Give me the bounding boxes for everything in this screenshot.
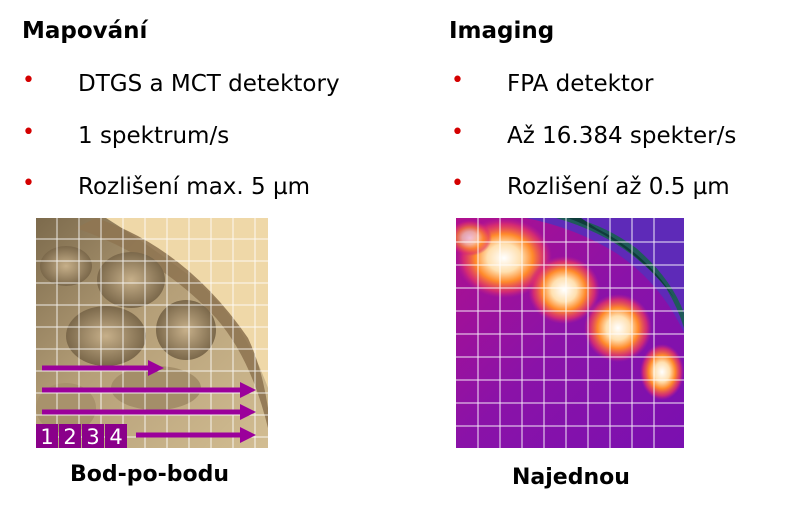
mapping-caption: Bod-po-bodu [70,462,230,487]
bullet-dot-icon: • [22,171,35,196]
imaging-grid [456,218,684,448]
point-number-4: 4 [109,425,122,448]
bullet-text: Až 16.384 spekter/s [507,123,737,149]
scan-arrows [42,360,256,443]
imaging-caption: Najednou [512,465,630,490]
bullet-text: FPA detektor [507,71,654,97]
point-number-1: 1 [40,425,53,448]
point-number-2: 2 [63,425,76,448]
mapping-heading: Mapování [22,18,148,44]
bullet-text: Rozlišení až 0.5 µm [507,174,730,200]
point-number-boxes: 1 2 3 4 [36,424,127,448]
imaging-heading: Imaging [449,18,555,44]
bullet-text: DTGS a MCT detektory [78,71,340,97]
bullet-dot-icon: • [22,68,35,93]
bullet-dot-icon: • [22,120,35,145]
mapping-image: 1 2 3 4 [36,218,268,448]
point-number-3: 3 [86,425,99,448]
bullet-dot-icon: • [451,120,464,145]
bullet-text: 1 spektrum/s [78,123,230,149]
imaging-image [456,218,684,448]
bullet-dot-icon: • [451,68,464,93]
bullet-text: Rozlišení max. 5 µm [78,174,310,200]
bullet-dot-icon: • [451,171,464,196]
